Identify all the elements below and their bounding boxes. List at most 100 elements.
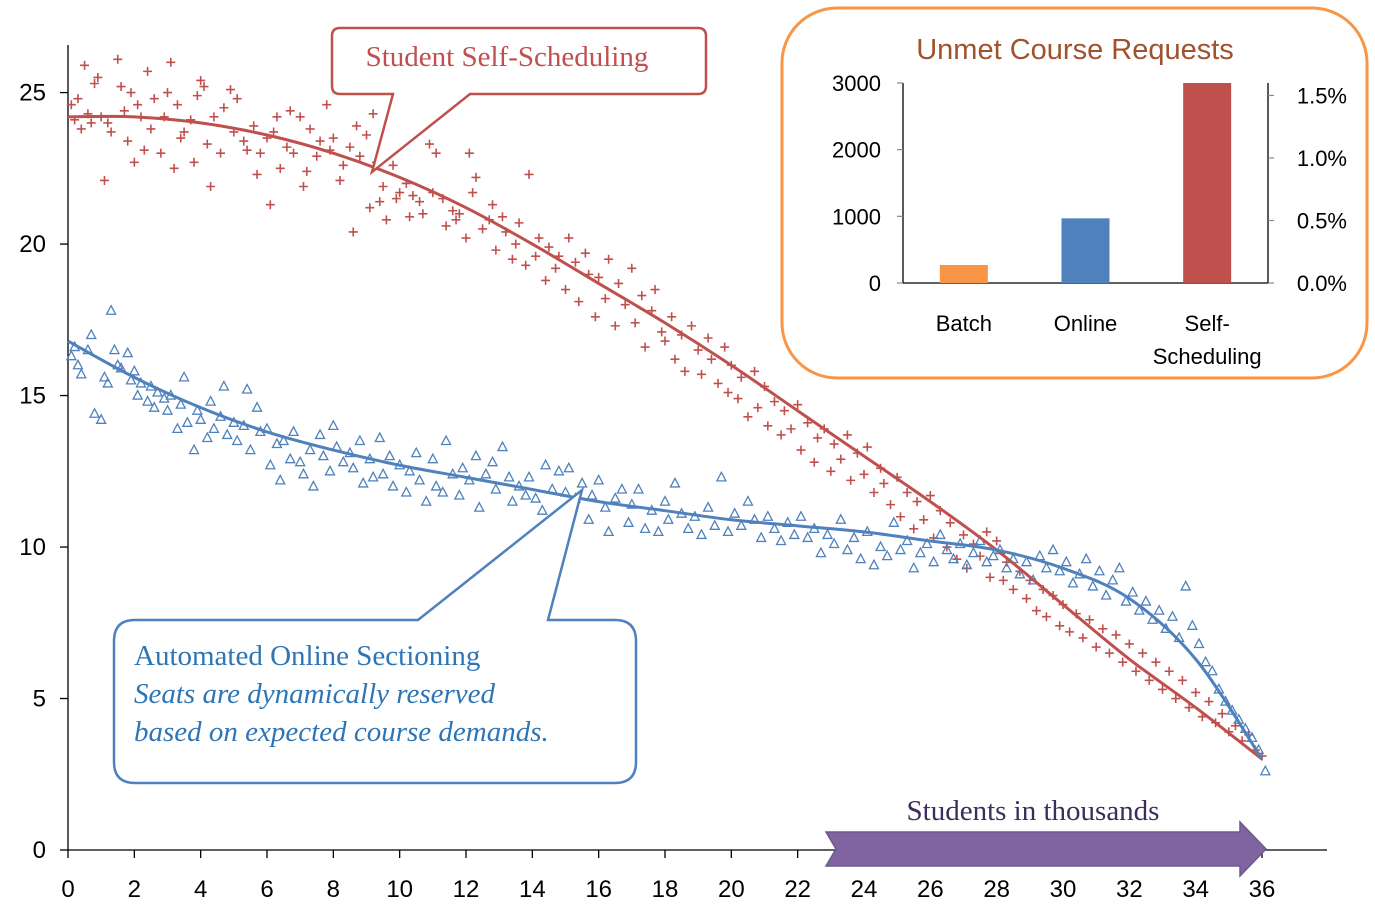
plus-marker — [249, 121, 259, 131]
triangle-marker — [875, 540, 887, 552]
plus-marker — [982, 527, 992, 537]
triangle-marker — [652, 525, 664, 537]
triangle-marker — [583, 513, 595, 524]
triangle-marker — [1127, 586, 1139, 597]
plus-marker — [408, 191, 418, 201]
plus-marker — [1171, 694, 1181, 704]
triangle-marker — [961, 558, 973, 570]
plus-marker — [391, 194, 401, 204]
x-tick-label: 36 — [1249, 876, 1276, 903]
plus-marker — [166, 57, 176, 67]
triangle-marker — [941, 543, 953, 555]
inset-left-tick-label: 0 — [869, 271, 881, 296]
plus-marker — [239, 136, 249, 146]
plus-marker — [1217, 709, 1227, 719]
triangle-marker — [473, 501, 485, 512]
plus-marker — [1158, 684, 1167, 694]
triangle-marker — [520, 489, 532, 500]
inset-left-tick-label: 1000 — [832, 204, 881, 229]
y-tick-label: 25 — [19, 80, 46, 107]
plus-marker — [305, 124, 315, 134]
inset-bar — [1183, 83, 1232, 283]
plus-marker — [76, 124, 86, 134]
triangle-marker — [1206, 664, 1218, 676]
y-tick-label: 20 — [19, 231, 46, 258]
plus-marker — [1091, 642, 1101, 652]
plus-marker — [255, 148, 265, 158]
plus-marker — [813, 433, 823, 443]
triangle-marker — [221, 428, 233, 440]
plus-marker — [1111, 630, 1121, 640]
plus-marker — [451, 215, 461, 225]
plus-marker — [216, 148, 226, 158]
triangle-marker — [324, 464, 336, 476]
plus-marker — [381, 215, 391, 225]
plus-marker — [491, 245, 501, 255]
plus-marker — [945, 518, 955, 528]
plus-marker — [322, 100, 332, 110]
plus-marker — [103, 118, 113, 128]
triangle-marker — [947, 552, 960, 564]
plus-marker — [73, 94, 83, 104]
plus-marker — [594, 272, 604, 282]
plus-marker — [129, 157, 139, 167]
plus-marker — [126, 88, 136, 98]
plus-marker — [743, 412, 753, 422]
plus-marker — [202, 139, 212, 149]
triangle-marker — [709, 519, 721, 530]
triangle-marker — [195, 413, 207, 424]
triangle-marker — [702, 501, 714, 512]
plus-marker — [1131, 666, 1141, 676]
plus-marker — [405, 212, 415, 222]
x-tick-label: 4 — [194, 876, 207, 903]
online-sectioning-callout: Automated Online Sectioning Seats are dy… — [112, 486, 638, 785]
plus-marker — [80, 60, 90, 70]
plus-marker — [574, 297, 584, 307]
y-tick-label: 0 — [33, 837, 46, 864]
plus-marker — [99, 175, 109, 185]
triangle-marker — [427, 452, 439, 464]
x-tick-label: 6 — [260, 876, 273, 903]
plus-marker — [196, 75, 206, 85]
plus-marker — [441, 221, 451, 231]
plus-marker — [796, 445, 806, 455]
inset-left-ticks: 0 1000 2000 3000 — [832, 71, 903, 296]
plus-marker — [826, 466, 836, 476]
plus-marker — [1204, 697, 1214, 707]
plus-marker — [1177, 675, 1187, 685]
plus-marker — [531, 251, 541, 261]
triangle-marker — [755, 531, 767, 543]
plus-marker — [912, 497, 922, 507]
plus-marker — [909, 524, 919, 534]
plus-marker — [763, 421, 773, 431]
triangle-marker — [888, 516, 900, 527]
plus-marker — [454, 209, 464, 219]
plus-marker — [179, 127, 189, 137]
triangle-marker — [287, 425, 300, 437]
triangle-marker — [1186, 619, 1198, 630]
triangle-marker — [304, 443, 316, 455]
plus-marker — [355, 151, 365, 161]
triangle-marker — [128, 364, 140, 376]
plus-marker — [879, 478, 889, 488]
x-tick-label: 0 — [61, 876, 74, 903]
triangle-marker — [894, 543, 907, 555]
triangle-marker — [609, 492, 621, 503]
triangle-marker — [85, 328, 97, 340]
triangle-marker — [218, 380, 230, 391]
triangle-marker — [208, 422, 220, 434]
online-sectioning-note-line1: Seats are dynamically reserved — [134, 678, 496, 710]
self-scheduling-trendline — [67, 114, 1263, 761]
plus-marker — [687, 321, 697, 331]
triangle-marker — [662, 513, 674, 524]
triangle-marker — [503, 470, 515, 482]
plus-marker — [534, 233, 544, 243]
plus-marker — [998, 575, 1008, 585]
x-tick-label: 32 — [1116, 876, 1143, 903]
plus-marker — [985, 572, 995, 582]
x-tick-label: 20 — [718, 876, 745, 903]
plus-marker — [464, 148, 474, 158]
plus-marker — [660, 336, 670, 346]
triangle-marker — [881, 549, 893, 561]
